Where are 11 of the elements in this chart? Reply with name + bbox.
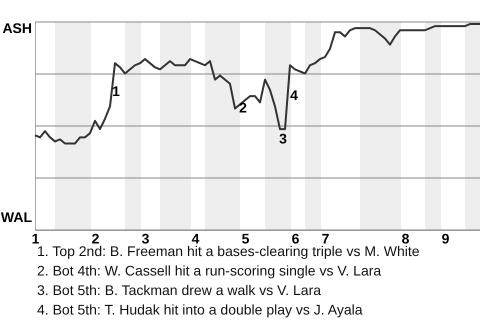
annotation: 4 [290, 87, 298, 104]
text: 4. Bot 5th: T. Hudak hit into a double play vs J. Ayala [37, 302, 363, 318]
text: 2. Bot 4th: W. Cassell hit a run-scoring single vs V. Lara [37, 262, 382, 278]
annotation: 3 [279, 130, 288, 146]
annotation: 2 [239, 99, 248, 116]
annotation: 1 [112, 83, 120, 100]
x-tick-label: 9 [442, 230, 450, 246]
text: WAL [0, 209, 32, 225]
text: 3. Bot 5th: B. Tackman drew a walk vs V. Lara [37, 282, 322, 298]
text: ASH [2, 20, 32, 36]
x-tick-label: 1 [32, 230, 40, 246]
